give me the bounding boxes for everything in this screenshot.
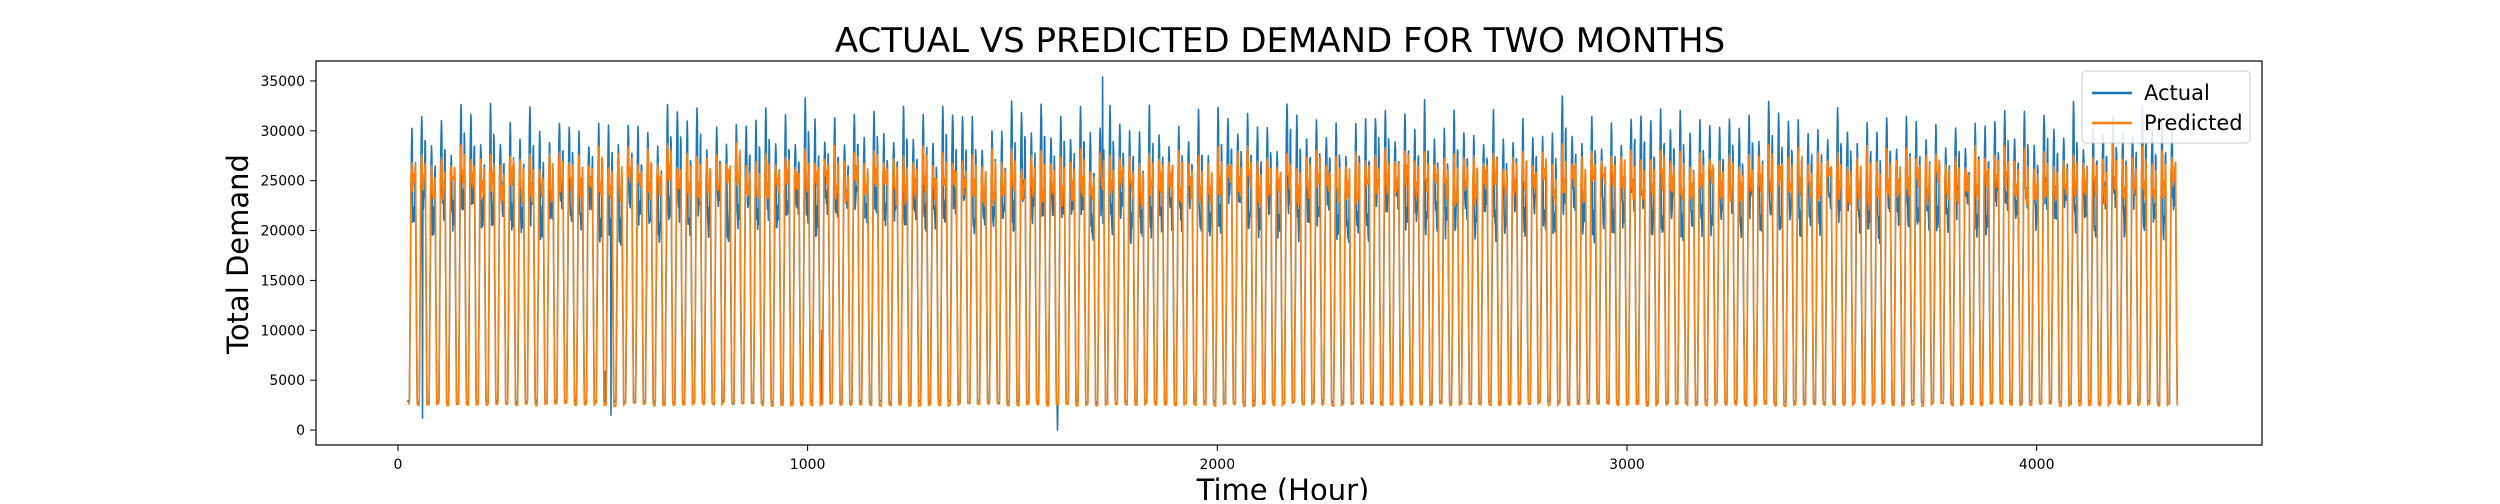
y-tick-label: 15000: [260, 273, 305, 289]
x-tick-label: 2000: [1199, 457, 1235, 473]
y-axis-ticks: 0 5000 10000 15000 20000 25000 30000 35000: [260, 74, 316, 439]
y-tick-label: 0: [296, 423, 305, 439]
x-axis-ticks: 0 1000 2000 3000 4000: [393, 445, 2054, 473]
y-tick-label: 35000: [260, 74, 305, 90]
y-tick-label: 25000: [260, 174, 305, 190]
x-tick-label: 1000: [790, 457, 826, 473]
y-tick-label: 10000: [260, 323, 305, 339]
y-tick-label: 20000: [260, 224, 305, 240]
y-tick-label: 5000: [269, 373, 305, 389]
x-tick-label: 4000: [2019, 457, 2055, 473]
x-axis-label: Time (Hour): [1196, 473, 1370, 500]
axes-frame: [315, 60, 2263, 446]
series-layer: [407, 76, 2179, 431]
x-tick-label: 3000: [1609, 457, 1645, 473]
y-tick-label: 30000: [260, 124, 305, 140]
chart-title: ACTUAL VS PREDICTED DEMAND FOR TWO MONTH…: [835, 21, 1725, 61]
legend-label-predicted: Predicted: [2144, 111, 2243, 135]
legend-label-actual: Actual: [2144, 81, 2210, 105]
x-tick-label: 0: [393, 457, 402, 473]
legend-box: [2081, 70, 2251, 144]
legend: Actual Predicted: [2081, 70, 2251, 144]
y-axis-label: Total Demand: [221, 154, 255, 355]
series-line-predicted: [407, 142, 2179, 408]
